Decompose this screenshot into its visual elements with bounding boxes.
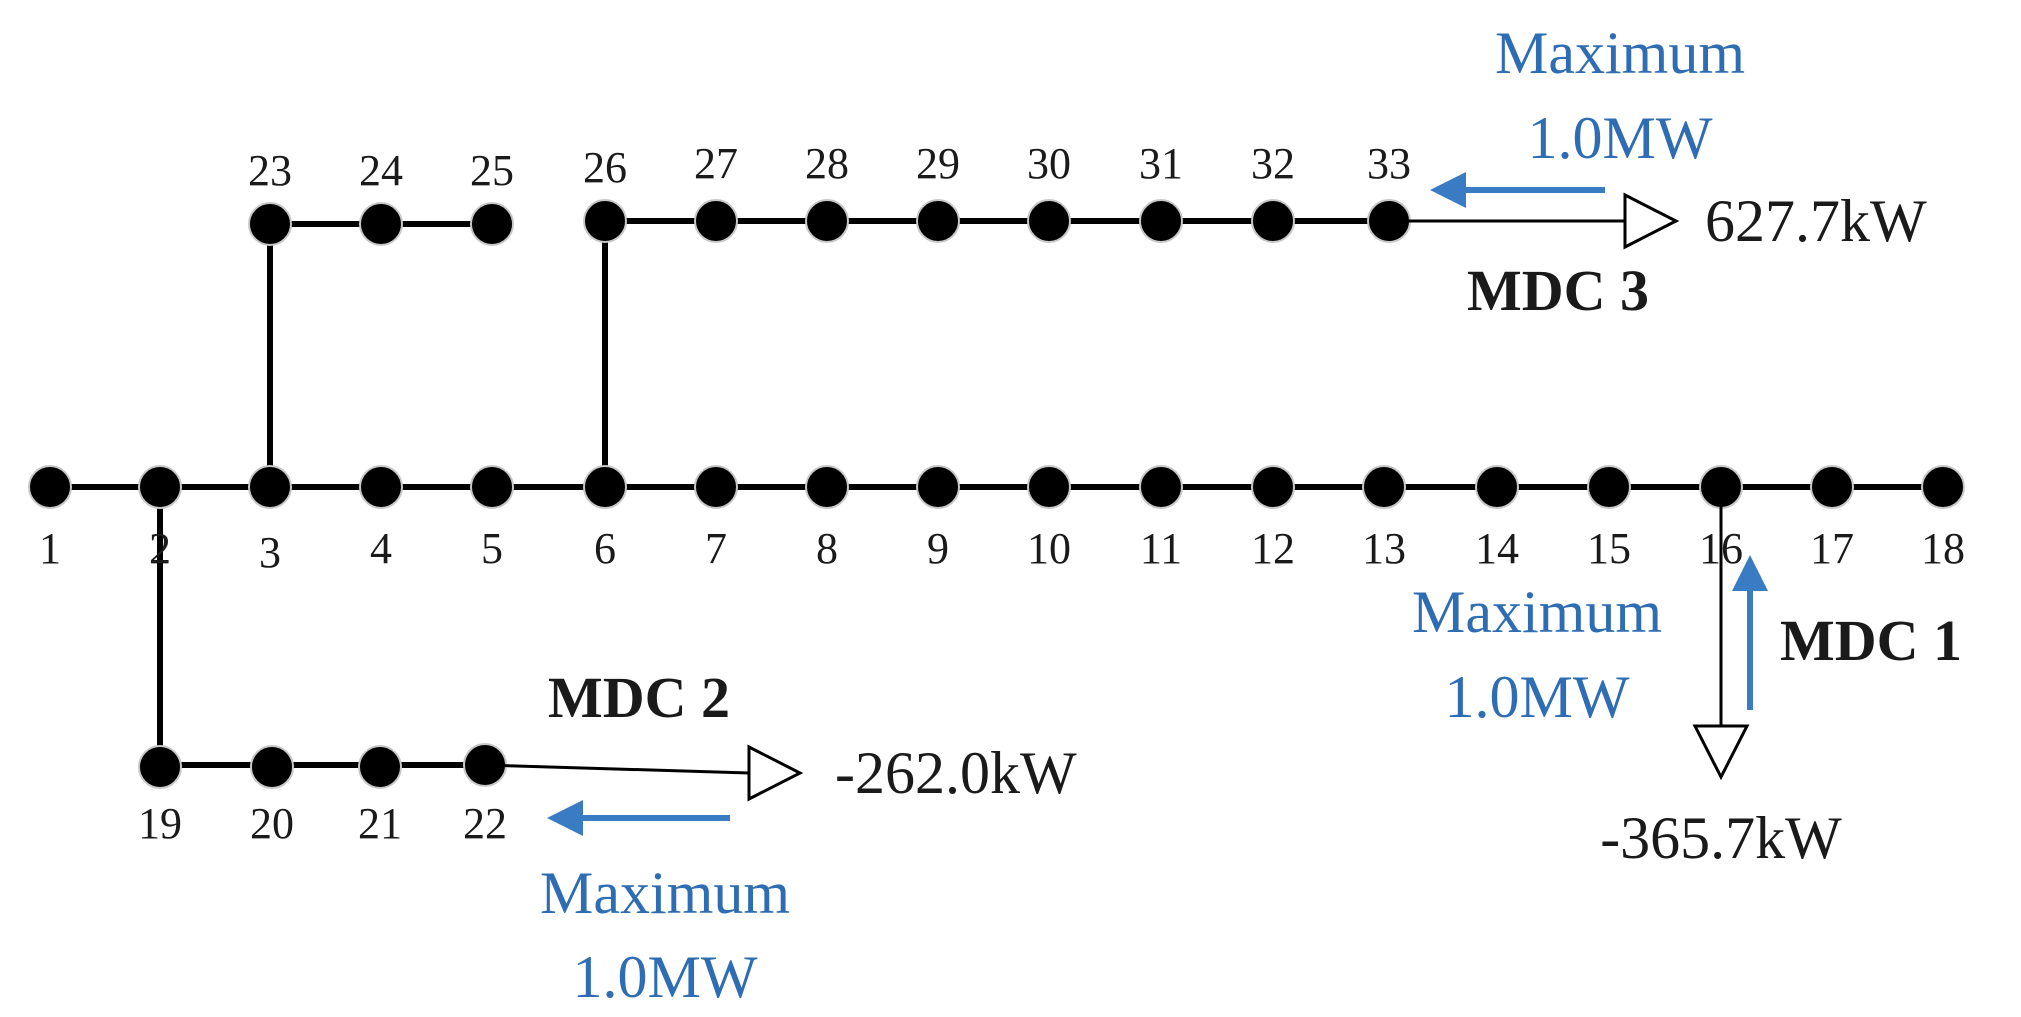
feeder-lines [50, 218, 1943, 768]
mdc3-power-value: 627.7kW [1705, 188, 1927, 254]
bus-label-30: 30 [1027, 139, 1071, 188]
mdc2-connection-line [484, 763, 750, 775]
bus-label-20: 20 [250, 799, 294, 848]
bus-nodes [28, 199, 1965, 789]
bus-node-9 [916, 465, 960, 509]
bus-node-12 [1251, 465, 1295, 509]
bus-label-11: 11 [1140, 524, 1182, 573]
bus-node-6 [583, 465, 627, 509]
mdc1-label: MDC 1 [1780, 608, 1962, 673]
bus-label-18: 18 [1921, 524, 1965, 573]
mdc2-group: -262.0kW MDC 2 Maximum 1.0MW [484, 665, 1077, 1010]
mdc2-triangle-icon [747, 744, 804, 802]
mdc1-limit-line1: Maximum [1412, 579, 1662, 645]
bus-label-22: 22 [463, 799, 507, 848]
bus-node-25 [470, 202, 514, 246]
bus-label-3: 3 [259, 528, 281, 577]
bus-label-9: 9 [927, 524, 949, 573]
mdc3-limit-line2: 1.0MW [1528, 105, 1713, 171]
mdc3-label: MDC 3 [1467, 258, 1649, 323]
mdc2-limit-line1: Maximum [540, 860, 790, 926]
bus-node-29 [916, 199, 960, 243]
bus-label-27: 27 [694, 139, 738, 188]
bus-label-2: 2 [149, 524, 171, 573]
bus-label-4: 4 [370, 524, 392, 573]
bus-label-32: 32 [1251, 139, 1295, 188]
bus-node-1 [28, 465, 72, 509]
bus-node-24 [359, 202, 403, 246]
bus-node-19 [138, 745, 182, 789]
bus-label-8: 8 [816, 524, 838, 573]
bus-label-21: 21 [358, 799, 402, 848]
bus-label-23: 23 [248, 146, 292, 195]
bus-label-14: 14 [1475, 524, 1519, 573]
bus-node-7 [694, 465, 738, 509]
bus-node-4 [359, 465, 403, 509]
mdc1-triangle-icon [1692, 724, 1750, 781]
bus-label-19: 19 [138, 799, 182, 848]
mdc2-power-value: -262.0kW [835, 740, 1077, 806]
bus-node-13 [1362, 465, 1406, 509]
bus-node-8 [805, 465, 849, 509]
bus-node-11 [1139, 465, 1183, 509]
mdc3-triangle-icon [1623, 192, 1680, 250]
bus-label-1: 1 [39, 524, 61, 573]
bus-label-33: 33 [1367, 139, 1411, 188]
bus-node-3 [248, 465, 292, 509]
bus-node-30 [1027, 199, 1071, 243]
mdc1-limit-line2: 1.0MW [1445, 664, 1630, 730]
mdc3-group: 627.7kW MDC 3 Maximum 1.0MW [1389, 20, 1927, 323]
mdc2-limit-line2: 1.0MW [573, 944, 758, 1010]
bus-label-10: 10 [1027, 524, 1071, 573]
bus-label-12: 12 [1251, 524, 1295, 573]
bus-label-13: 13 [1362, 524, 1406, 573]
bus-node-26 [583, 199, 627, 243]
bus-node-14 [1475, 465, 1519, 509]
bus-label-25: 25 [470, 146, 514, 195]
bus-label-26: 26 [583, 143, 627, 192]
bus-node-31 [1139, 199, 1183, 243]
mdc2-label: MDC 2 [548, 665, 730, 730]
bus-label-29: 29 [916, 139, 960, 188]
bus-node-21 [358, 745, 402, 789]
bus-node-5 [470, 465, 514, 509]
bus-node-17 [1810, 465, 1854, 509]
bus-node-2 [138, 465, 182, 509]
bus-label-5: 5 [481, 524, 503, 573]
bus-label-28: 28 [805, 139, 849, 188]
bus-label-31: 31 [1139, 139, 1183, 188]
bus-label-15: 15 [1587, 524, 1631, 573]
bus-label-17: 17 [1810, 524, 1854, 573]
bus-label-6: 6 [594, 524, 616, 573]
mdc1-power-value: -365.7kW [1600, 805, 1842, 871]
bus-node-20 [250, 745, 294, 789]
bus-node-18 [1921, 465, 1965, 509]
bus-node-23 [248, 202, 292, 246]
bus-label-24: 24 [359, 146, 403, 195]
bus-node-28 [805, 199, 849, 243]
bus-node-32 [1251, 199, 1295, 243]
mdc1-group: -365.7kW MDC 1 Maximum 1.0MW [1412, 487, 1962, 871]
bus-node-15 [1587, 465, 1631, 509]
bus-node-27 [694, 199, 738, 243]
mdc3-limit-line1: Maximum [1495, 20, 1745, 86]
bus-label-7: 7 [705, 524, 727, 573]
bus-node-10 [1027, 465, 1071, 509]
